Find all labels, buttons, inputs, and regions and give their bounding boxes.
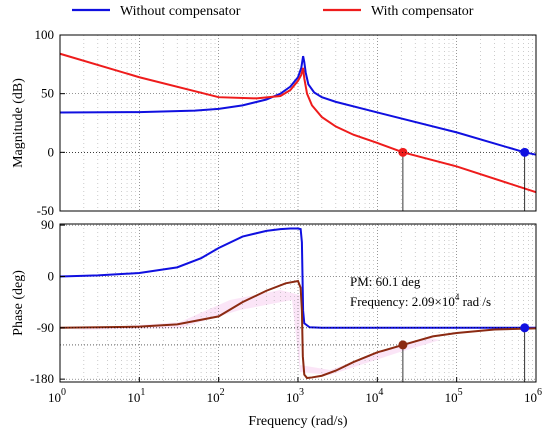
frequency-annotation: Frequency: 2.09×104 rad /s [350, 292, 491, 309]
frequency-annotation-unit: rad /s [459, 294, 491, 309]
y-tick-label: 50 [41, 86, 54, 101]
series-line-without [59, 227, 536, 329]
marker-point [520, 323, 530, 333]
phase-y-label: Phase (deg) [11, 270, 26, 336]
y-tick-label: 0 [48, 268, 55, 283]
magnitude-markers [60, 147, 530, 211]
y-tick-label: -180 [30, 371, 54, 386]
x-axis-label: Frequency (rad/s) [248, 414, 347, 429]
x-tick-label: 104 [365, 387, 383, 405]
frequency-annotation-main: Frequency: 2.09×10 [350, 294, 455, 309]
phase-highlight-band [70, 290, 440, 375]
x-tick-label: 106 [524, 387, 542, 405]
magnitude-panel: 100 50 0 -50 Magnitude (dB) [11, 27, 537, 218]
magnitude-y-label: Magnitude (dB) [11, 78, 26, 168]
y-tick-label: 100 [35, 27, 55, 42]
magnitude-series [59, 52, 537, 194]
series-line-with [59, 52, 537, 194]
x-tick-label: 100 [48, 387, 66, 405]
x-tick-label: 103 [286, 387, 304, 405]
marker-point [520, 147, 530, 157]
magnitude-axes-border [59, 34, 537, 212]
magnitude-y-ticks: 100 50 0 -50 [35, 27, 65, 218]
legend-label-with: With compensator [371, 4, 474, 19]
y-tick-label: 90 [41, 217, 54, 232]
phase-x-ticks: 100 101 102 103 104 105 106 [48, 377, 542, 405]
phase-markers [60, 323, 530, 382]
y-tick-label: -50 [37, 203, 54, 218]
series-line-with [59, 279, 537, 380]
series-line-without [59, 55, 537, 156]
legend: Without compensator With compensator [72, 4, 474, 19]
pm-annotation: PM: 60.1 deg [350, 274, 421, 289]
marker-point [398, 340, 408, 350]
legend-label-without: Without compensator [120, 4, 241, 19]
frequency-annotation-exp: 4 [455, 292, 460, 302]
phase-series [59, 227, 537, 380]
x-tick-label: 105 [445, 387, 463, 405]
phase-panel: 90 0 -90 -180 100 101 102 103 104 105 106 Phase (… [11, 217, 542, 429]
x-tick-label: 102 [207, 387, 225, 405]
y-tick-label: -90 [37, 320, 54, 335]
x-tick-label: 101 [127, 387, 145, 405]
y-tick-label: 0 [48, 144, 55, 159]
phase-y-ticks: 90 0 -90 -180 [30, 217, 65, 386]
